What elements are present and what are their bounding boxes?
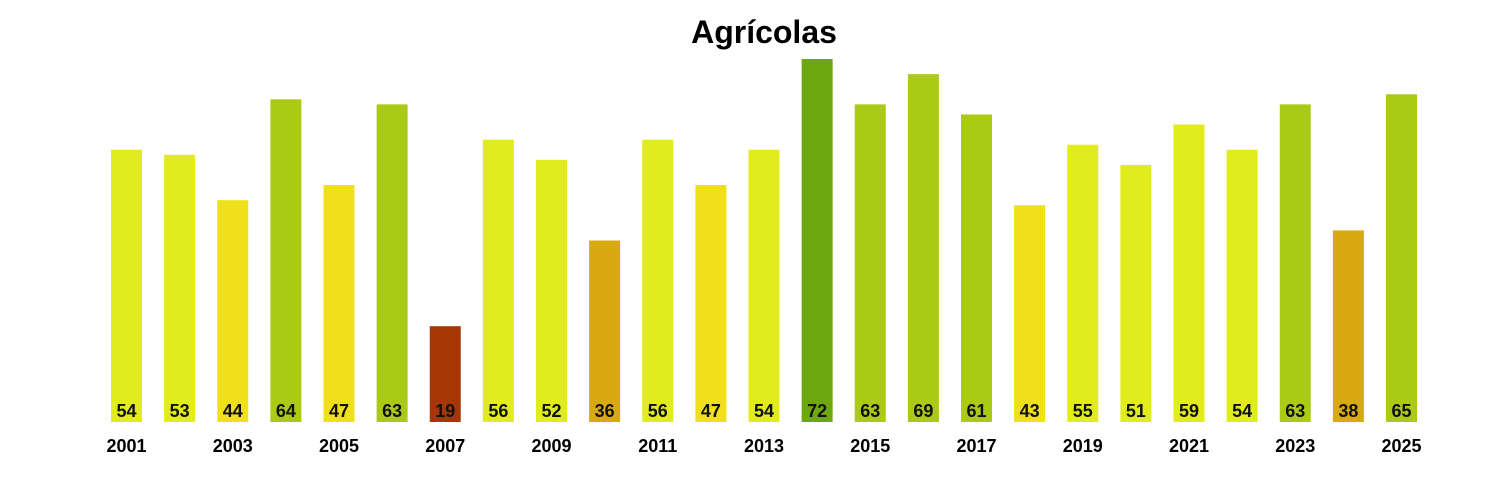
data-label-2025: 65	[1391, 401, 1411, 421]
bar-2004	[270, 99, 302, 422]
data-label-2022: 54	[1232, 401, 1252, 421]
data-label-2001: 54	[116, 401, 136, 421]
bar-2015	[854, 104, 886, 422]
x-tick-2001: 2001	[106, 436, 146, 456]
data-label-2013: 54	[754, 401, 774, 421]
data-label-2009: 52	[541, 401, 561, 421]
data-label-2018: 43	[1020, 401, 1040, 421]
bar-2020	[1120, 164, 1152, 422]
data-label-2008: 56	[488, 401, 508, 421]
x-tick-2017: 2017	[956, 436, 996, 456]
x-tick-2025: 2025	[1381, 436, 1421, 456]
bar-2014	[801, 59, 833, 422]
data-label-2021: 59	[1179, 401, 1199, 421]
bar-2021	[1173, 124, 1205, 423]
bar-2002	[164, 154, 196, 422]
x-tick-2013: 2013	[744, 436, 784, 456]
bar-2025	[1386, 94, 1417, 423]
data-label-2020: 51	[1126, 401, 1146, 421]
bar-2019	[1067, 144, 1099, 423]
bar-2016	[907, 74, 939, 422]
data-label-2006: 63	[382, 401, 402, 421]
bar-2007	[429, 326, 461, 422]
bar-2023	[1279, 104, 1311, 422]
data-label-2003: 44	[223, 401, 243, 421]
bar-2003	[217, 200, 249, 422]
bar-2024	[1332, 230, 1364, 422]
data-label-2004: 64	[276, 401, 296, 421]
data-label-2015: 63	[860, 401, 880, 421]
data-label-2005: 47	[329, 401, 349, 421]
bar-2008	[482, 139, 514, 422]
bar-2018	[1014, 205, 1046, 422]
data-label-2014: 72	[807, 401, 827, 421]
data-label-2024: 38	[1338, 401, 1358, 421]
x-tick-2005: 2005	[319, 436, 359, 456]
bar-2001	[111, 149, 142, 422]
data-label-2017: 61	[966, 401, 986, 421]
x-tick-2011: 2011	[638, 436, 677, 456]
bar-2012	[695, 185, 727, 422]
data-label-2016: 69	[913, 401, 933, 421]
bar-2009	[536, 159, 567, 423]
bar-2005	[323, 185, 355, 422]
x-tick-2009: 2009	[531, 436, 571, 456]
data-label-2011: 56	[648, 401, 668, 421]
data-label-2012: 47	[701, 401, 721, 421]
data-label-2023: 63	[1285, 401, 1305, 421]
data-label-2010: 36	[595, 401, 615, 421]
bar-2006	[376, 104, 408, 422]
x-tick-2021: 2021	[1169, 436, 1209, 456]
x-tick-2007: 2007	[425, 436, 465, 456]
bar-2017	[961, 114, 992, 422]
bar-2010	[589, 240, 621, 422]
x-tick-2015: 2015	[850, 436, 890, 456]
bar-2013	[748, 149, 780, 422]
x-tick-2019: 2019	[1063, 436, 1103, 456]
bar-2022	[1226, 149, 1258, 422]
data-label-2007: 19	[435, 401, 455, 421]
data-label-2002: 53	[170, 401, 190, 421]
x-tick-2023: 2023	[1275, 436, 1315, 456]
chart-title: Agrícolas	[691, 14, 837, 50]
data-label-2019: 55	[1073, 401, 1093, 421]
x-tick-2003: 2003	[213, 436, 253, 456]
bar-2011	[642, 139, 674, 422]
